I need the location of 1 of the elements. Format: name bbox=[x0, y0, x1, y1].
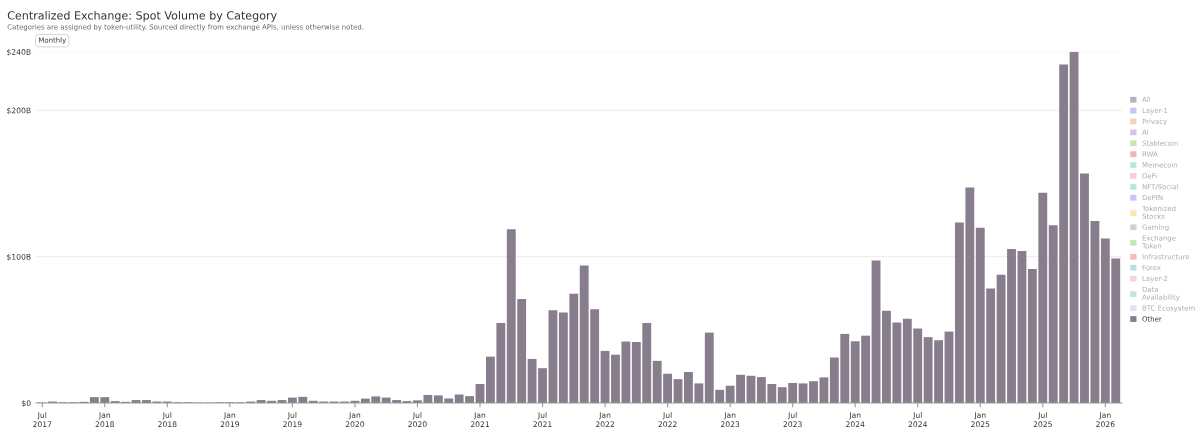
chart-title: Centralized Exchange: Spot Volume by Category bbox=[7, 10, 277, 22]
